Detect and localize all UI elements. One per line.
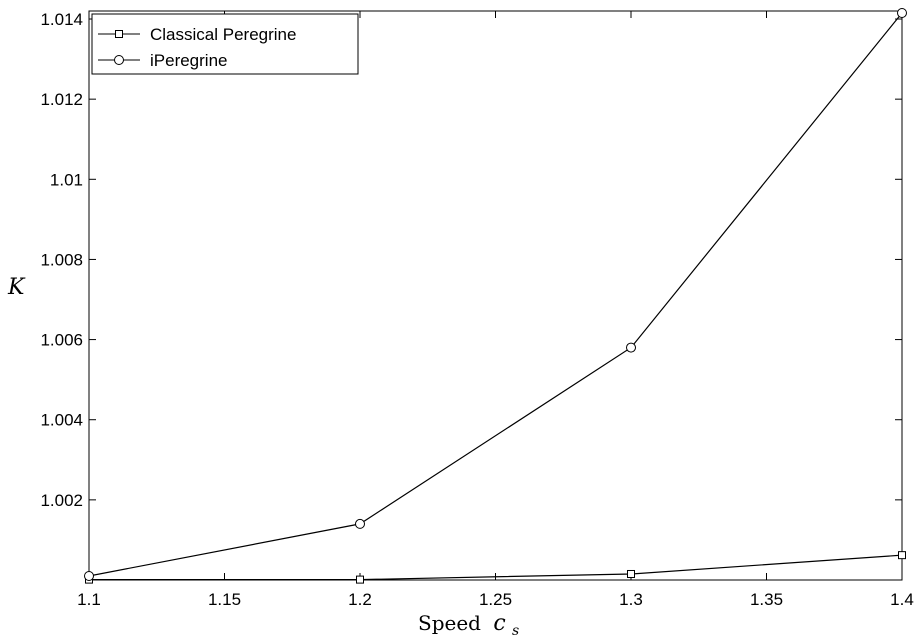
x-axis-label: Speed c s <box>418 611 519 637</box>
x-axis-label-sub: s <box>512 623 519 637</box>
x-axis-label-var: c <box>493 611 505 636</box>
y-tick-label: 1.004 <box>40 411 83 430</box>
legend-label-iperegrine: iPeregrine <box>150 51 228 70</box>
y-tick-label: 1.006 <box>40 331 83 350</box>
data-point-circle <box>897 8 907 19</box>
x-tick-label: 1.4 <box>890 590 914 609</box>
legend-marker-circle <box>114 55 124 65</box>
data-point-square <box>898 551 906 560</box>
legend-box <box>91 13 359 75</box>
series-line <box>89 554 903 581</box>
x-tick-label: 1.3 <box>619 590 643 609</box>
series-line <box>88 12 903 577</box>
x-tick-label: 1.35 <box>750 590 783 609</box>
data-point-circle <box>84 570 94 581</box>
data-point-circle <box>355 518 365 529</box>
series-layer <box>84 8 907 584</box>
x-axis-label-text: Speed <box>418 611 481 635</box>
legend-marker-square <box>115 30 123 38</box>
x-tick-label: 1.1 <box>77 590 101 609</box>
plot-area <box>88 10 903 581</box>
y-axis-label: K <box>7 275 26 300</box>
x-tick-label: 1.25 <box>479 590 512 609</box>
x-tick-label: 1.2 <box>348 590 372 609</box>
series-iperegrine <box>84 8 907 581</box>
y-tick-label: 1.014 <box>40 10 83 29</box>
y-tick-label: 1.01 <box>50 170 83 189</box>
legend: Classical Peregrine iPeregrine <box>91 13 359 75</box>
data-point-circle <box>626 342 636 353</box>
y-tick-label: 1.008 <box>40 250 83 269</box>
data-point-square <box>627 569 635 578</box>
y-tick-label: 1.012 <box>40 90 83 109</box>
y-tick-label: 1.002 <box>40 491 83 510</box>
axis-ticks: 1.1 1.15 1.2 1.25 1.3 1.35 1.4 1.002 1.004 1.006 1… <box>40 10 913 609</box>
x-tick-label: 1.15 <box>208 590 241 609</box>
legend-label-classical: Classical Peregrine <box>150 25 296 44</box>
data-point-square <box>356 575 364 584</box>
